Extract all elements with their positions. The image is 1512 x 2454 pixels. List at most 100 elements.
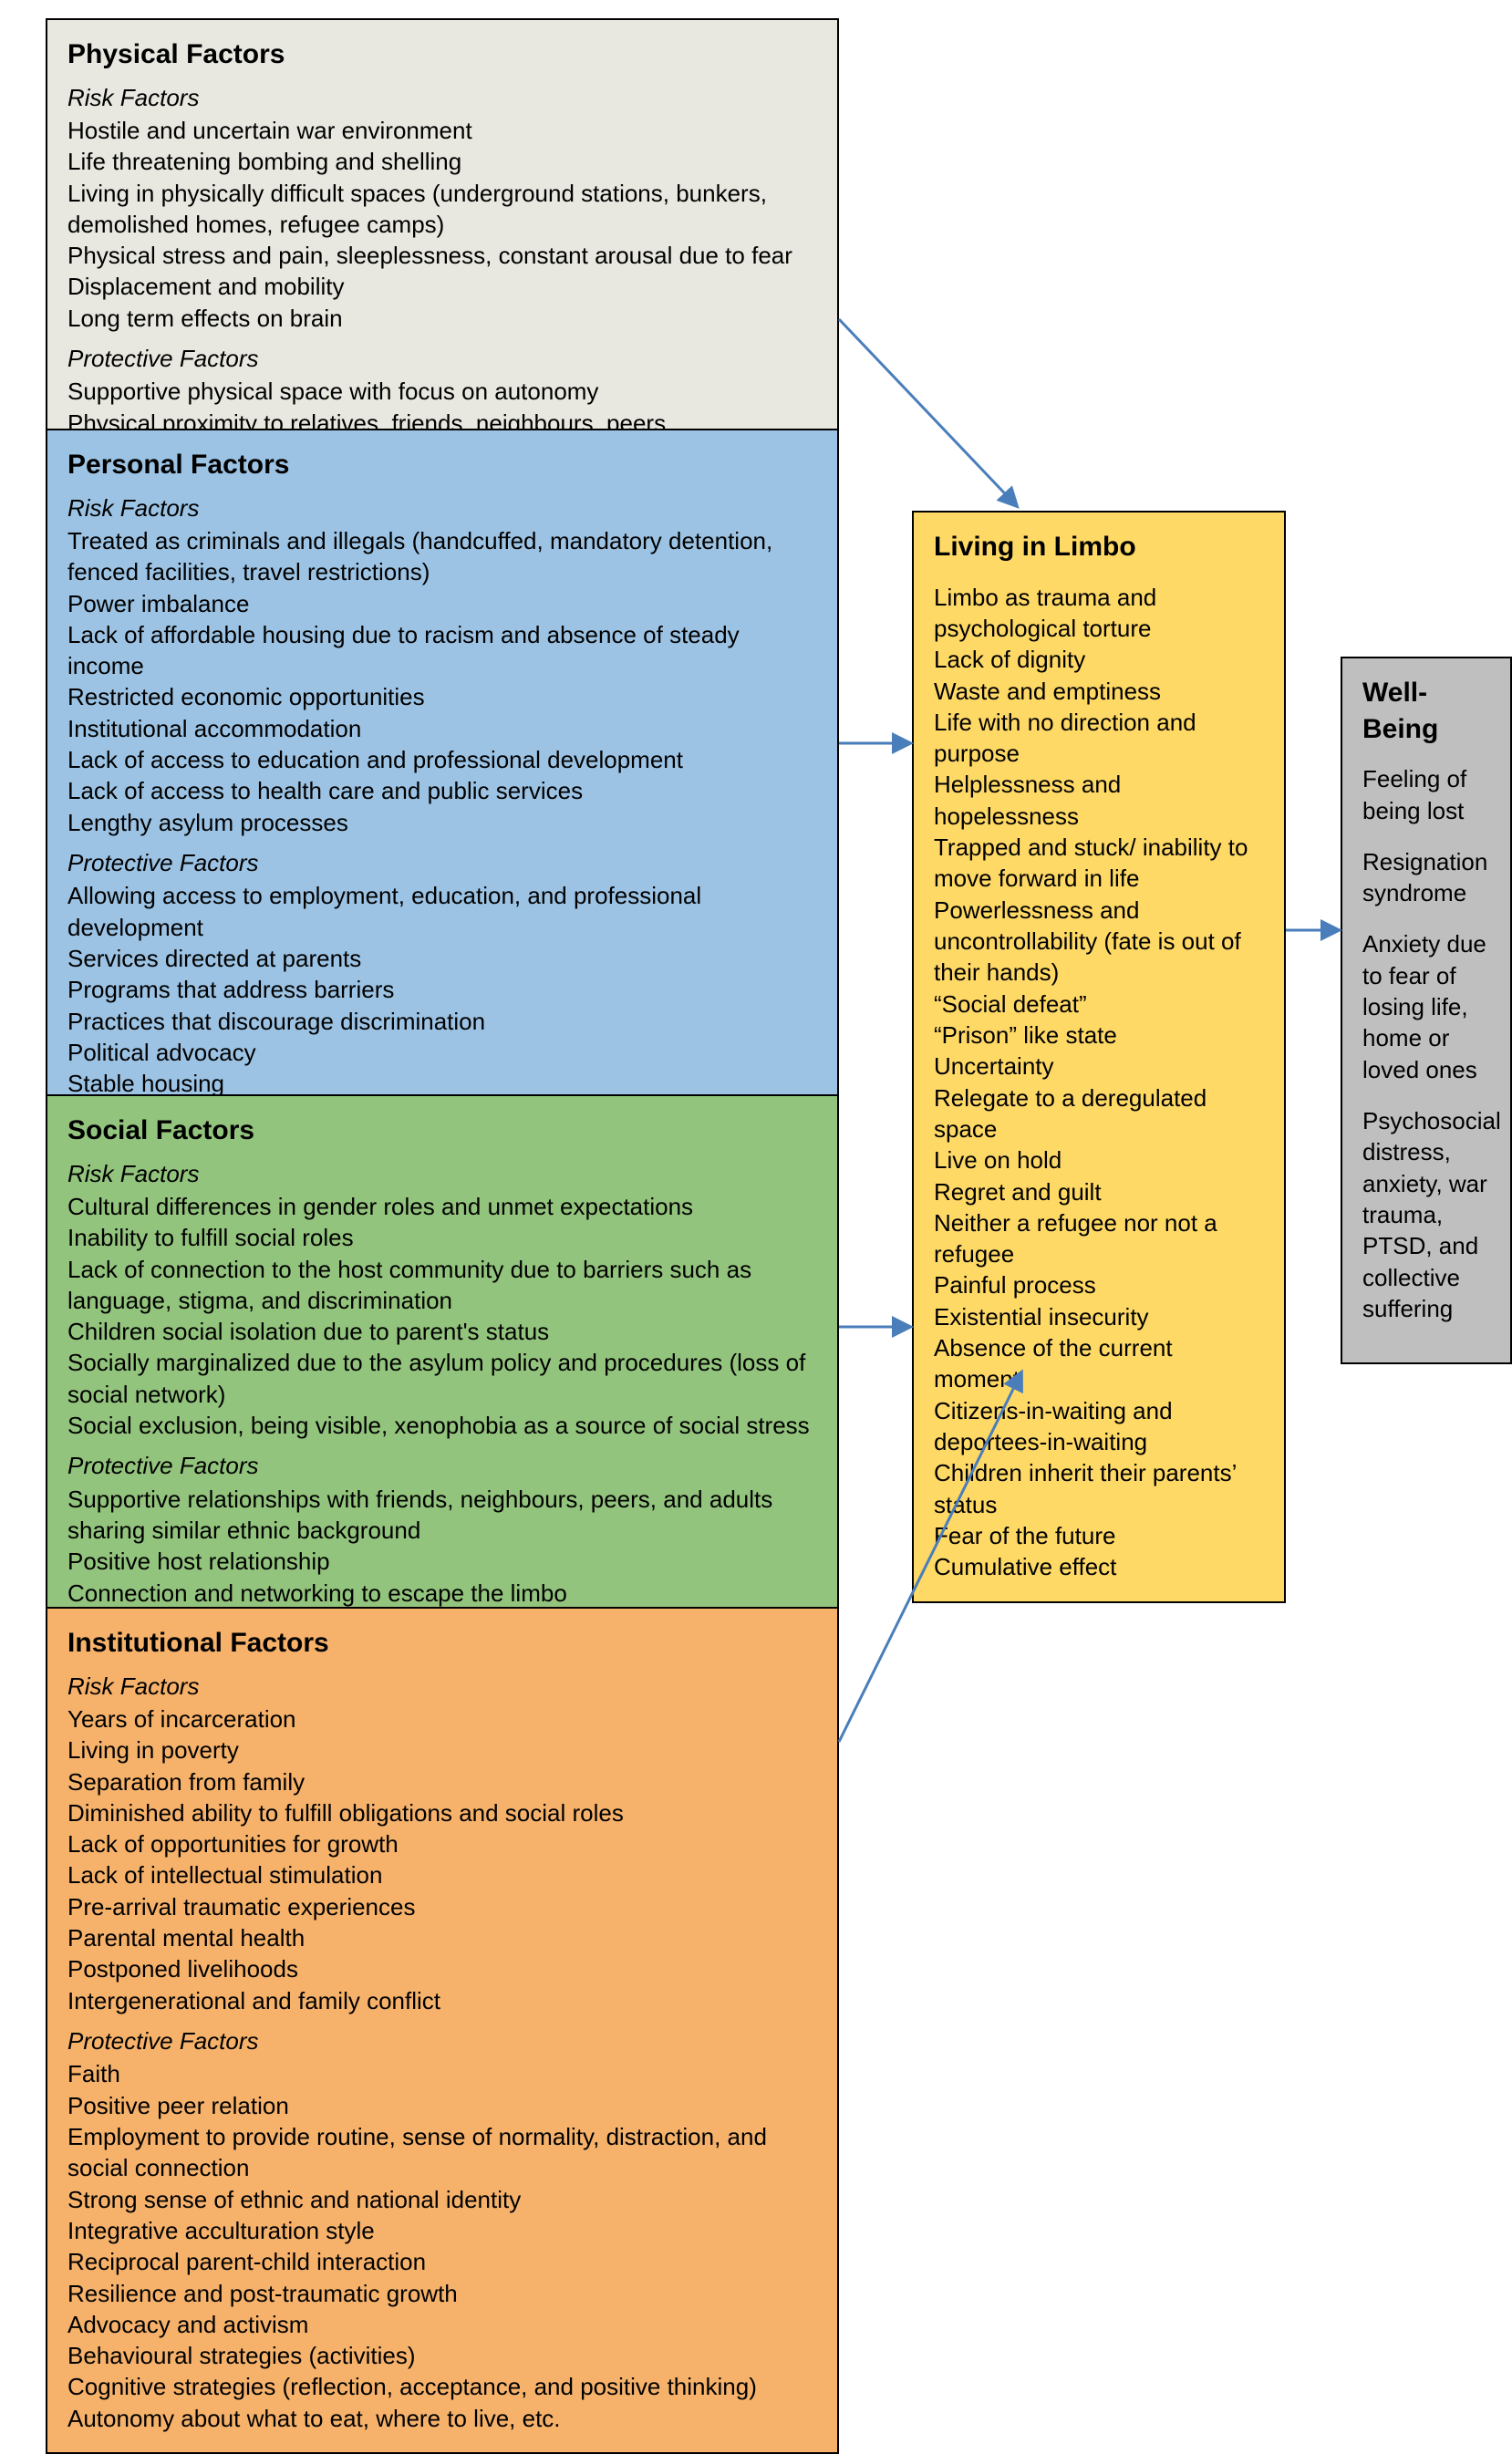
living-in-limbo-title: Living in Limbo [934,529,1264,565]
list-item: Parental mental health [67,1922,817,1953]
list-item: Limbo as trauma and psychological tortur… [934,582,1264,645]
list-item: Citizens-in-waiting and deportees-in-wai… [934,1395,1264,1458]
list-item: Positive host relationship [67,1546,817,1577]
list-item: Displacement and mobility [67,271,817,302]
list-item: Physical stress and pain, sleeplessness,… [67,240,817,271]
list-item: Lack of access to education and professi… [67,744,817,775]
personal-risk-list: Treated as criminals and illegals (handc… [67,525,817,838]
social-risk-subhead: Risk Factors [67,1158,817,1189]
list-item: Power imbalance [67,588,817,619]
list-item: Resignation syndrome [1362,846,1490,909]
list-item: Lengthy asylum processes [67,807,817,838]
list-item: Trapped and stuck/ inability to move for… [934,832,1264,895]
list-item: Cultural differences in gender roles and… [67,1191,817,1222]
institutional-factors-title: Institutional Factors [67,1625,817,1662]
physical-factors-title: Physical Factors [67,36,817,73]
list-item: Behavioural strategies (activities) [67,2340,817,2371]
list-item: Living in poverty [67,1734,817,1765]
physical-prot-subhead: Protective Factors [67,343,817,374]
social-factors-title: Social Factors [67,1113,817,1149]
list-item: Political advocacy [67,1037,817,1068]
diagram-canvas: Physical Factors Risk Factors Hostile an… [0,0,1512,2166]
list-item: Anxiety due to fear of losing life, home… [1362,928,1490,1085]
list-item: Relegate to a deregulated space [934,1082,1264,1145]
list-item: Reciprocal parent-child interaction [67,2246,817,2277]
personal-factors-title: Personal Factors [67,447,817,483]
personal-risk-subhead: Risk Factors [67,492,817,523]
list-item: Supportive relationships with friends, n… [67,1484,817,1547]
list-item: Allowing access to employment, education… [67,880,817,943]
social-prot-subhead: Protective Factors [67,1450,817,1481]
list-item: Lack of affordable housing due to racism… [67,619,817,682]
list-item: Socially marginalized due to the asylum … [67,1347,817,1410]
well-being-title: Well-Being [1362,675,1490,747]
list-item: Pre-arrival traumatic experiences [67,1891,817,1922]
physical-risk-subhead: Risk Factors [67,82,817,113]
social-risk-list: Cultural differences in gender roles and… [67,1191,817,1442]
list-item: Neither a refugee nor not a refugee [934,1207,1264,1270]
list-item: Practices that discourage discrimination [67,1006,817,1037]
list-item: Powerlessness and uncontrollability (fat… [934,895,1264,989]
list-item: Postponed livelihoods [67,1953,817,1984]
living-in-limbo-list: Limbo as trauma and psychological tortur… [934,582,1264,1583]
personal-prot-subhead: Protective Factors [67,847,817,878]
list-item: Live on hold [934,1144,1264,1175]
list-item: Intergenerational and family conflict [67,1985,817,2016]
institutional-risk-list: Years of incarcerationLiving in povertyS… [67,1703,817,2016]
list-item: Social exclusion, being visible, xenopho… [67,1410,817,1441]
list-item: Employment to provide routine, sense of … [67,2121,817,2184]
list-item: Existential insecurity [934,1301,1264,1332]
list-item: Supportive physical space with focus on … [67,376,817,407]
well-being-list: Feeling of being lost Resignation syndrom… [1362,763,1490,1324]
institutional-prot-list: FaithPositive peer relationEmployment to… [67,2058,817,2434]
list-item: Years of incarceration [67,1703,817,1734]
list-item: Diminished ability to fulfill obligation… [67,1797,817,1828]
list-item: Feeling of being lost [1362,763,1490,826]
list-item: Regret and guilt [934,1176,1264,1207]
list-item: Life threatening bombing and shelling [67,146,817,177]
list-item: Absence of the current moment [934,1332,1264,1395]
physical-risk-list: Hostile and uncertain war environmentLif… [67,115,817,334]
list-item: Strong sense of ethnic and national iden… [67,2184,817,2215]
arrow-physical-to-limbo [839,319,1017,506]
list-item: Advocacy and activism [67,2309,817,2340]
list-item: Services directed at parents [67,943,817,974]
list-item: Cognitive strategies (reflection, accept… [67,2371,817,2402]
list-item: Separation from family [67,1766,817,1797]
list-item: Lack of access to health care and public… [67,775,817,806]
list-item: Life with no direction and purpose [934,707,1264,770]
institutional-factors-box: Institutional Factors Risk Factors Years… [46,1607,839,2454]
list-item: Resilience and post-traumatic growth [67,2278,817,2309]
list-item: Lack of connection to the host community… [67,1254,817,1317]
list-item: Uncertainty [934,1051,1264,1082]
list-item: Children social isolation due to parent'… [67,1316,817,1347]
list-item: Institutional accommodation [67,713,817,744]
list-item: Inability to fulfill social roles [67,1222,817,1253]
list-item: Living in physically difficult spaces (u… [67,178,817,241]
list-item: Painful process [934,1269,1264,1300]
list-item: Long term effects on brain [67,303,817,334]
list-item: Cumulative effect [934,1551,1264,1582]
list-item: Autonomy about what to eat, where to liv… [67,2403,817,2434]
list-item: Hostile and uncertain war environment [67,115,817,146]
list-item: Waste and emptiness [934,676,1264,707]
list-item: Connection and networking to escape the … [67,1578,817,1609]
list-item: Integrative acculturation style [67,2215,817,2246]
list-item: Children inherit their parents’ status [934,1457,1264,1520]
list-item: “Prison” like state [934,1020,1264,1051]
list-item: Treated as criminals and illegals (handc… [67,525,817,588]
list-item: Lack of intellectual stimulation [67,1859,817,1890]
well-being-box: Well-Being Feeling of being lost Resignat… [1341,657,1512,1364]
list-item: Lack of dignity [934,644,1264,675]
list-item: Fear of the future [934,1520,1264,1551]
list-item: Lack of opportunities for growth [67,1828,817,1859]
list-item: Restricted economic opportunities [67,681,817,712]
living-in-limbo-box: Living in Limbo Limbo as trauma and psyc… [912,511,1286,1603]
list-item: Faith [67,2058,817,2089]
list-item: “Social defeat” [934,989,1264,1020]
institutional-risk-subhead: Risk Factors [67,1671,817,1702]
list-item: Helplessness and hopelessness [934,769,1264,832]
list-item: Positive peer relation [67,2090,817,2121]
institutional-prot-subhead: Protective Factors [67,2025,817,2056]
list-item: Psychosocial distress, anxiety, war trau… [1362,1105,1490,1324]
